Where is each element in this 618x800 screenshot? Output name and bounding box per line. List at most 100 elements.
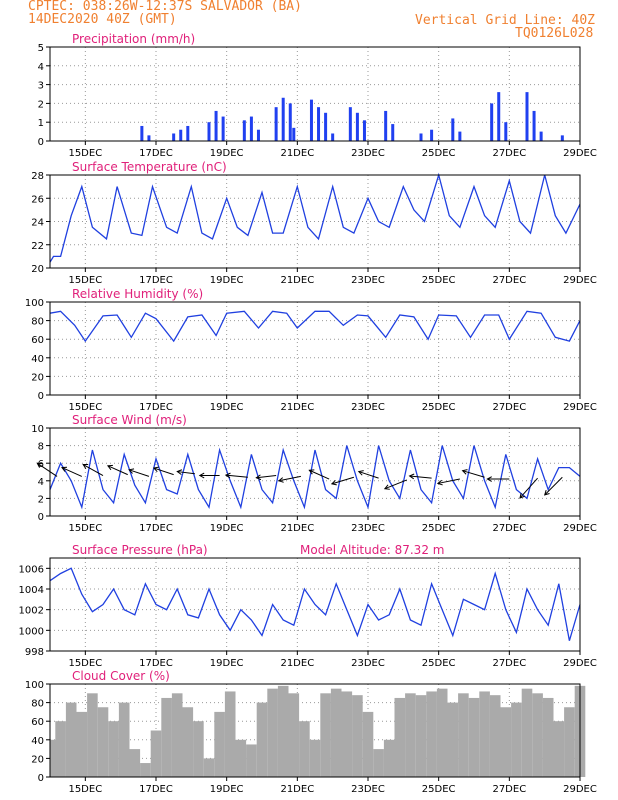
wind-arrow-head <box>357 470 364 476</box>
precip-bar <box>324 112 328 141</box>
x-tick-label: 23DEC <box>351 402 385 413</box>
x-tick-label: 29DEC <box>563 402 597 413</box>
x-tick-label: 17DEC <box>139 523 173 534</box>
date-label: 14DEC2020 40Z (GMT) <box>28 12 177 27</box>
precip-bar <box>539 131 543 141</box>
wind-arrow-head <box>486 476 492 482</box>
cloud-bar <box>330 688 342 777</box>
cloud-bar <box>383 739 395 777</box>
precip-bar <box>147 135 151 141</box>
wind-arrow-head <box>255 474 262 481</box>
precip-bar <box>309 99 313 141</box>
panel-3 <box>36 427 581 520</box>
wind-arrow <box>384 479 408 490</box>
y-tick-label: 0 <box>38 137 44 148</box>
wind-arrow <box>519 477 538 499</box>
wind-arrow-head <box>277 477 284 483</box>
cloud-bar <box>246 744 257 777</box>
precip-bar <box>179 129 183 141</box>
cloud-bar <box>373 749 384 777</box>
cloud-bar <box>553 721 565 777</box>
panel-title: Surface Wind (m/s) <box>72 413 187 427</box>
x-tick-label: 27DEC <box>492 402 526 413</box>
precip-bar <box>186 125 190 141</box>
x-tick-label: 19DEC <box>210 523 244 534</box>
x-tick-label: 25DEC <box>422 658 456 669</box>
panel-title: Cloud Cover (%) <box>72 669 170 683</box>
cloud-bar <box>564 707 575 777</box>
cloud-bar <box>362 711 374 777</box>
cloud-bar <box>214 711 225 777</box>
panel-1 <box>46 172 581 272</box>
x-tick-label: 17DEC <box>139 148 173 159</box>
model-code-label: TQ0126L028 <box>515 26 594 41</box>
precip-bar <box>504 122 508 141</box>
precip-bar <box>458 131 462 141</box>
cloud-bar <box>65 702 77 777</box>
y-tick-label: 998 <box>25 647 44 658</box>
wind-arrow <box>544 476 563 496</box>
panel-title: Surface Temperature (nC) <box>72 160 227 174</box>
precip-bar <box>419 133 423 141</box>
precip-bar <box>292 127 296 141</box>
x-tick-label: 17DEC <box>139 784 173 795</box>
x-tick-label: 27DEC <box>492 148 526 159</box>
panel-5 <box>46 683 586 781</box>
wind-arrow-head <box>224 472 231 479</box>
wind-arrow <box>107 465 128 476</box>
precip-bar <box>362 120 366 141</box>
cloud-bar <box>500 707 512 777</box>
cloud-bar <box>267 688 278 777</box>
x-tick-label: 23DEC <box>351 148 385 159</box>
wind-arrow-head <box>308 469 315 475</box>
x-tick-label: 29DEC <box>563 148 597 159</box>
model-altitude-label: Model Altitude: 87.32 m <box>300 543 444 557</box>
panel-title: Relative Humidity (%) <box>72 287 203 301</box>
series-line <box>49 445 581 510</box>
wind-arrow-head <box>128 468 135 474</box>
x-tick-label: 21DEC <box>280 658 314 669</box>
cloud-bar <box>277 685 289 777</box>
x-tick-label: 19DEC <box>210 658 244 669</box>
x-tick-label: 27DEC <box>492 275 526 286</box>
y-tick-label: 22 <box>31 241 44 252</box>
x-tick-label: 27DEC <box>492 658 526 669</box>
y-tick-label: 3 <box>38 81 44 92</box>
precip-bar <box>256 129 260 141</box>
panel-frame <box>49 174 581 269</box>
series-line <box>49 310 581 343</box>
x-tick-label: 23DEC <box>351 784 385 795</box>
cloud-bar <box>405 693 416 777</box>
x-tick-label: 21DEC <box>280 523 314 534</box>
panel-0 <box>46 46 581 145</box>
precip-bar <box>497 92 501 141</box>
y-tick-label: 2 <box>38 99 44 110</box>
x-tick-label: 17DEC <box>139 658 173 669</box>
wind-arrow-head <box>82 464 89 470</box>
cloud-bar <box>161 697 172 777</box>
cloud-bar <box>224 691 236 777</box>
precip-bar <box>172 133 176 141</box>
precip-bar <box>242 120 246 141</box>
cloud-bar <box>288 693 300 777</box>
wind-arrow <box>278 475 301 482</box>
precip-bar <box>140 125 144 141</box>
panel-frame <box>49 46 581 142</box>
cloud-bar <box>426 691 437 777</box>
x-tick-label: 21DEC <box>280 784 314 795</box>
wind-arrow-head <box>436 479 443 486</box>
precip-bar <box>317 107 321 141</box>
wind-arrow-head <box>36 462 43 468</box>
y-tick-label: 26 <box>31 194 44 205</box>
cloud-bar <box>299 721 310 777</box>
panel-frame <box>49 683 581 778</box>
y-tick-label: 20 <box>31 754 44 765</box>
y-tick-label: 1006 <box>19 564 44 575</box>
y-tick-label: 8 <box>38 442 44 453</box>
y-tick-label: 28 <box>31 171 44 182</box>
y-tick-label: 2 <box>38 494 44 505</box>
panel-title: Precipitation (mm/h) <box>72 32 195 46</box>
x-tick-label: 23DEC <box>351 658 385 669</box>
